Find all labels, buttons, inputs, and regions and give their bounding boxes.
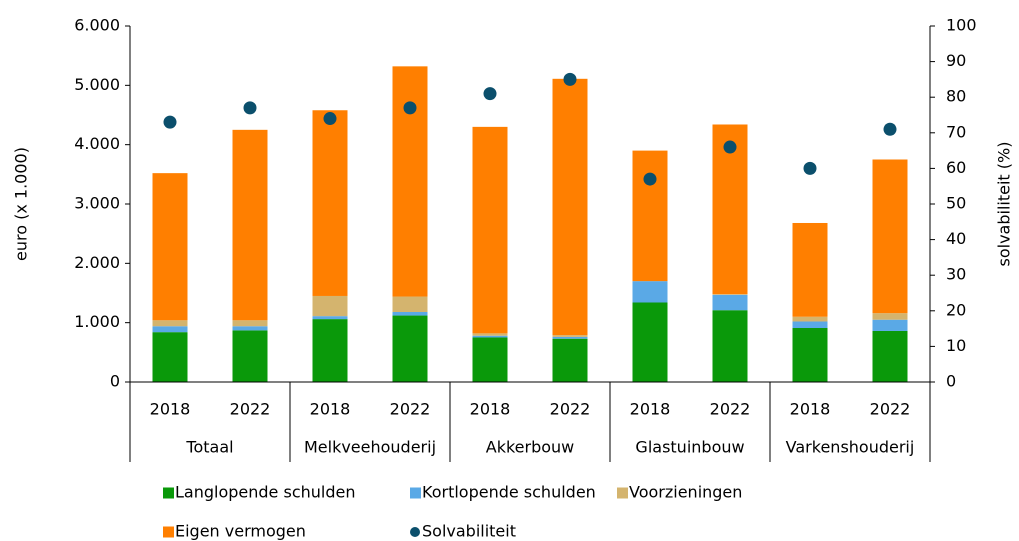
bar-segment: [152, 173, 188, 321]
y2-tick-label: 40: [946, 229, 966, 248]
bar-segment: [632, 150, 668, 282]
dot: [403, 101, 417, 115]
x-tick-label: 2022: [870, 400, 911, 419]
bar-segment: [392, 66, 428, 297]
dot: [243, 101, 257, 115]
bar-segment: [392, 296, 428, 312]
bar-segment: [792, 321, 828, 329]
bar-segment: [312, 319, 348, 382]
y-tick-label: 1.000: [74, 312, 120, 331]
dot: [803, 161, 817, 175]
bar-segment: [392, 315, 428, 382]
y-tick-label: 0: [110, 372, 120, 391]
bar-segment: [632, 302, 668, 382]
dot: [483, 87, 497, 101]
legend-swatch: [163, 487, 174, 499]
legend-label: Eigen vermogen: [175, 522, 306, 541]
bar-segment: [632, 281, 668, 303]
dot: [643, 172, 657, 186]
y-tick-label: 2.000: [74, 253, 120, 272]
bar-segment: [872, 313, 908, 320]
legend-swatch: [410, 487, 421, 499]
bar-segment: [472, 337, 508, 382]
x-tick-label: 2018: [470, 400, 511, 419]
bar-segment: [792, 222, 828, 317]
y2-tick-label: 70: [946, 122, 966, 141]
bar-segment: [232, 326, 268, 331]
y2-tick-label: 90: [946, 51, 966, 70]
bar-segment: [552, 78, 588, 336]
x-tick-label: 2022: [230, 400, 271, 419]
x-tick-label: 2018: [630, 400, 671, 419]
y2-tick-label: 50: [946, 194, 966, 213]
dot: [563, 72, 577, 86]
bar-segment: [152, 326, 188, 333]
y-tick-label: 5.000: [74, 75, 120, 94]
y-axis-label: euro (x 1.000): [12, 147, 31, 261]
bar-segment: [232, 129, 268, 321]
legend-marker: [410, 527, 420, 537]
y2-tick-label: 10: [946, 336, 966, 355]
bar-segment: [712, 310, 748, 382]
legend-swatch: [163, 526, 174, 538]
bar-segment: [472, 333, 508, 336]
dot: [723, 140, 737, 154]
x-tick-label: 2018: [790, 400, 831, 419]
y-tick-label: 6.000: [74, 16, 120, 35]
bar-segment: [152, 320, 188, 327]
bar-segment: [312, 110, 348, 296]
bar-segment: [552, 335, 588, 337]
bar-segment: [152, 332, 188, 382]
bar-segment: [712, 294, 748, 311]
bar-segment: [472, 126, 508, 334]
x-tick-label: 2022: [710, 400, 751, 419]
dot: [163, 115, 177, 129]
bar-segment: [712, 294, 748, 295]
group-label: Glastuinbouw: [635, 438, 744, 457]
y2-tick-label: 60: [946, 158, 966, 177]
x-tick-label: 2022: [550, 400, 591, 419]
y-tick-label: 4.000: [74, 134, 120, 153]
group-label: Varkenshouderij: [786, 438, 915, 457]
bar-segment: [872, 159, 908, 314]
bar-segment: [872, 319, 908, 331]
dot: [883, 122, 897, 136]
group-label: Totaal: [185, 438, 233, 457]
x-tick-label: 2022: [390, 400, 431, 419]
bar-segment: [792, 316, 828, 322]
legend-swatch: [617, 487, 628, 499]
y2-axis-label: solvabiliteit (%): [995, 142, 1014, 267]
bar-segment: [392, 311, 428, 316]
bar-segment: [232, 320, 268, 327]
group-label: Melkveehouderij: [304, 438, 436, 457]
y2-tick-label: 0: [946, 372, 956, 391]
y-tick-label: 3.000: [74, 194, 120, 213]
x-tick-label: 2018: [310, 400, 351, 419]
bar-segment: [312, 316, 348, 320]
x-tick-label: 2018: [150, 400, 191, 419]
y2-tick-label: 100: [946, 16, 977, 35]
bar-segment: [472, 335, 508, 338]
group-label: Akkerbouw: [486, 438, 575, 457]
bar-segment: [872, 330, 908, 382]
y2-tick-label: 30: [946, 265, 966, 284]
y2-tick-label: 20: [946, 300, 966, 319]
legend-label: Kortlopende schulden: [422, 483, 596, 502]
legend-label: Solvabiliteit: [422, 522, 516, 541]
legend-label: Voorzieningen: [629, 483, 742, 502]
bar-segment: [552, 338, 588, 382]
bar-segment: [312, 295, 348, 317]
y2-tick-label: 80: [946, 87, 966, 106]
bar-segment: [232, 330, 268, 382]
dot: [323, 112, 337, 126]
bar-segment: [552, 336, 588, 339]
legend-label: Langlopende schulden: [175, 483, 355, 502]
bar-segment: [792, 328, 828, 382]
